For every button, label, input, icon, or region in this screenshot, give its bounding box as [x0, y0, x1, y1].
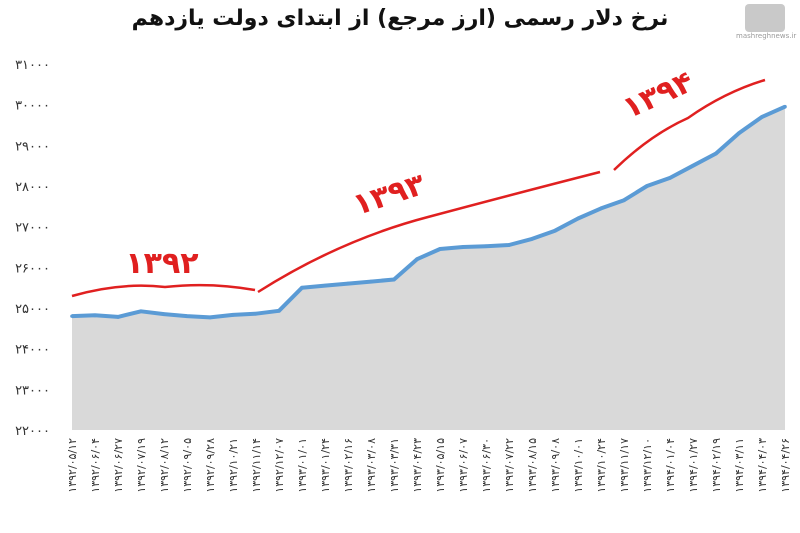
data-point: [300, 285, 304, 290]
y-tick-label: ۲۹۰۰۰: [15, 139, 50, 154]
data-point: [415, 257, 419, 262]
data-point: [691, 163, 695, 168]
brace-1394: [613, 78, 766, 171]
x-tick-label: ۱۳۹۴/۰۴/۰۳: [756, 438, 769, 493]
x-tick-label: ۱۳۹۳/۰۷/۲۲: [503, 438, 516, 493]
x-tick-label: ۱۳۹۳/۰۹/۰۸: [549, 438, 562, 493]
data-point: [507, 243, 511, 247]
x-tick-label: ۱۳۹۳/۰۶/۰۷: [457, 438, 470, 493]
data-point: [93, 313, 97, 318]
x-tick-label: ۱۳۹۲/۰۹/۲۸: [204, 438, 217, 493]
y-tick-label: ۲۲۰۰۰: [15, 424, 50, 439]
x-tick-label: ۱۳۹۲/۰۵/۱۲: [66, 438, 79, 493]
y-tick-label: ۳۰۰۰۰: [15, 99, 50, 114]
x-tick-label: ۱۳۹۳/۱۲/۱۰: [641, 438, 654, 493]
x-tick-label: ۱۳۹۳/۰۶/۳۰: [480, 438, 493, 493]
y-tick-label: ۲۳۰۰۰: [15, 383, 50, 398]
x-tick-label: ۱۳۹۲/۱۰/۲۱: [227, 438, 240, 493]
y-tick-label: ۲۸۰۰۰: [15, 180, 50, 195]
y-tick-label: ۲۷۰۰۰: [15, 221, 50, 236]
data-point: [323, 283, 327, 288]
annotation-1394: ۱۳۹۴: [618, 64, 699, 126]
site-watermark: mashreghnews.ir: [736, 4, 797, 46]
data-point: [668, 176, 672, 180]
annotation-1392: ۱۳۹۲: [125, 246, 198, 281]
data-point: [622, 198, 626, 203]
x-tick-label: ۱۳۹۲/۱۲/۰۷: [273, 438, 286, 493]
data-point: [162, 312, 166, 316]
chart-title: نرخ دلار رسمی (ارز مرجع) از ابتدای دولت …: [131, 6, 669, 31]
x-tick-label: ۱۳۹۲/۰۶/۲۷: [112, 438, 125, 493]
data-point: [277, 309, 281, 313]
x-tick-label: ۱۳۹۳/۱۰/۲۴: [595, 438, 608, 493]
data-point: [576, 216, 580, 221]
annotation-1393: ۱۳۹۳: [349, 167, 429, 223]
data-point: [737, 131, 741, 135]
data-point: [645, 184, 649, 188]
x-tick-label: ۱۳۹۳/۰۴/۲۳: [411, 438, 424, 493]
x-tick-label: ۱۳۹۴/۰۲/۱۹: [710, 438, 723, 493]
data-point: [185, 314, 189, 318]
area-fill: [72, 106, 785, 430]
data-point: [139, 309, 143, 314]
data-point: [783, 104, 787, 109]
brace-1393: [257, 170, 601, 294]
data-point: [208, 315, 212, 320]
data-point: [553, 228, 557, 233]
watermark-site: mashreghnews.ir: [736, 32, 797, 40]
x-tick-label: ۱۳۹۳/۰۳/۰۸: [365, 438, 378, 493]
x-tick-label: ۱۳۹۳/۰۲/۱۶: [342, 438, 355, 493]
y-tick-label: ۲۶۰۰۰: [15, 261, 50, 276]
data-point: [530, 237, 534, 241]
x-tick-label: ۱۳۹۳/۰۱/۲۴: [319, 438, 332, 493]
data-point: [346, 281, 350, 286]
data-point: [714, 151, 718, 156]
data-point: [116, 315, 120, 319]
data-point: [760, 115, 764, 119]
x-tick-label: ۱۳۹۴/۰۱/۰۴: [664, 438, 677, 493]
data-point: [392, 277, 396, 282]
x-tick-label: ۱۳۹۳/۰۳/۳۱: [388, 438, 401, 493]
x-tick-label: ۱۳۹۳/۰۱/۰۱: [296, 438, 309, 493]
x-tick-label: ۱۳۹۲/۰۹/۰۵: [181, 438, 194, 493]
x-tick-label: ۱۳۹۳/۰۵/۱۵: [434, 438, 447, 493]
data-point: [254, 311, 258, 316]
data-point: [70, 314, 74, 318]
data-point: [599, 206, 603, 211]
y-tick-label: ۲۴۰۰۰: [15, 343, 50, 358]
x-tick-label: ۱۳۹۲/۰۶/۰۴: [89, 438, 102, 493]
y-tick-label: ۲۵۰۰۰: [15, 302, 50, 317]
data-point: [438, 247, 442, 251]
data-point: [369, 279, 373, 284]
x-tick-label: ۱۳۹۴/۰۴/۲۶: [779, 438, 792, 493]
site-logo-icon: [745, 4, 785, 32]
series-line: [71, 104, 786, 320]
x-tick-label: ۱۳۹۲/۰۷/۱۹: [135, 438, 148, 493]
brace-1392: [71, 283, 256, 298]
x-tick-label: ۱۳۹۳/۱۱/۱۷: [618, 438, 631, 493]
data-point: [461, 245, 465, 249]
x-tick-label: ۱۳۹۲/۰۸/۱۲: [158, 438, 171, 493]
x-tick-label: ۱۳۹۳/۰۸/۱۵: [526, 438, 539, 493]
data-point: [484, 244, 488, 248]
x-tick-label: ۱۳۹۳/۱۰/۰۱: [572, 438, 585, 493]
data-point: [231, 313, 235, 317]
x-tick-label: ۱۳۹۴/۰۱/۲۷: [687, 438, 700, 493]
y-tick-label: ۳۱۰۰۰: [15, 58, 50, 73]
x-tick-label: ۱۳۹۲/۱۱/۱۴: [250, 438, 263, 493]
x-tick-label: ۱۳۹۴/۰۳/۱۱: [733, 438, 746, 493]
